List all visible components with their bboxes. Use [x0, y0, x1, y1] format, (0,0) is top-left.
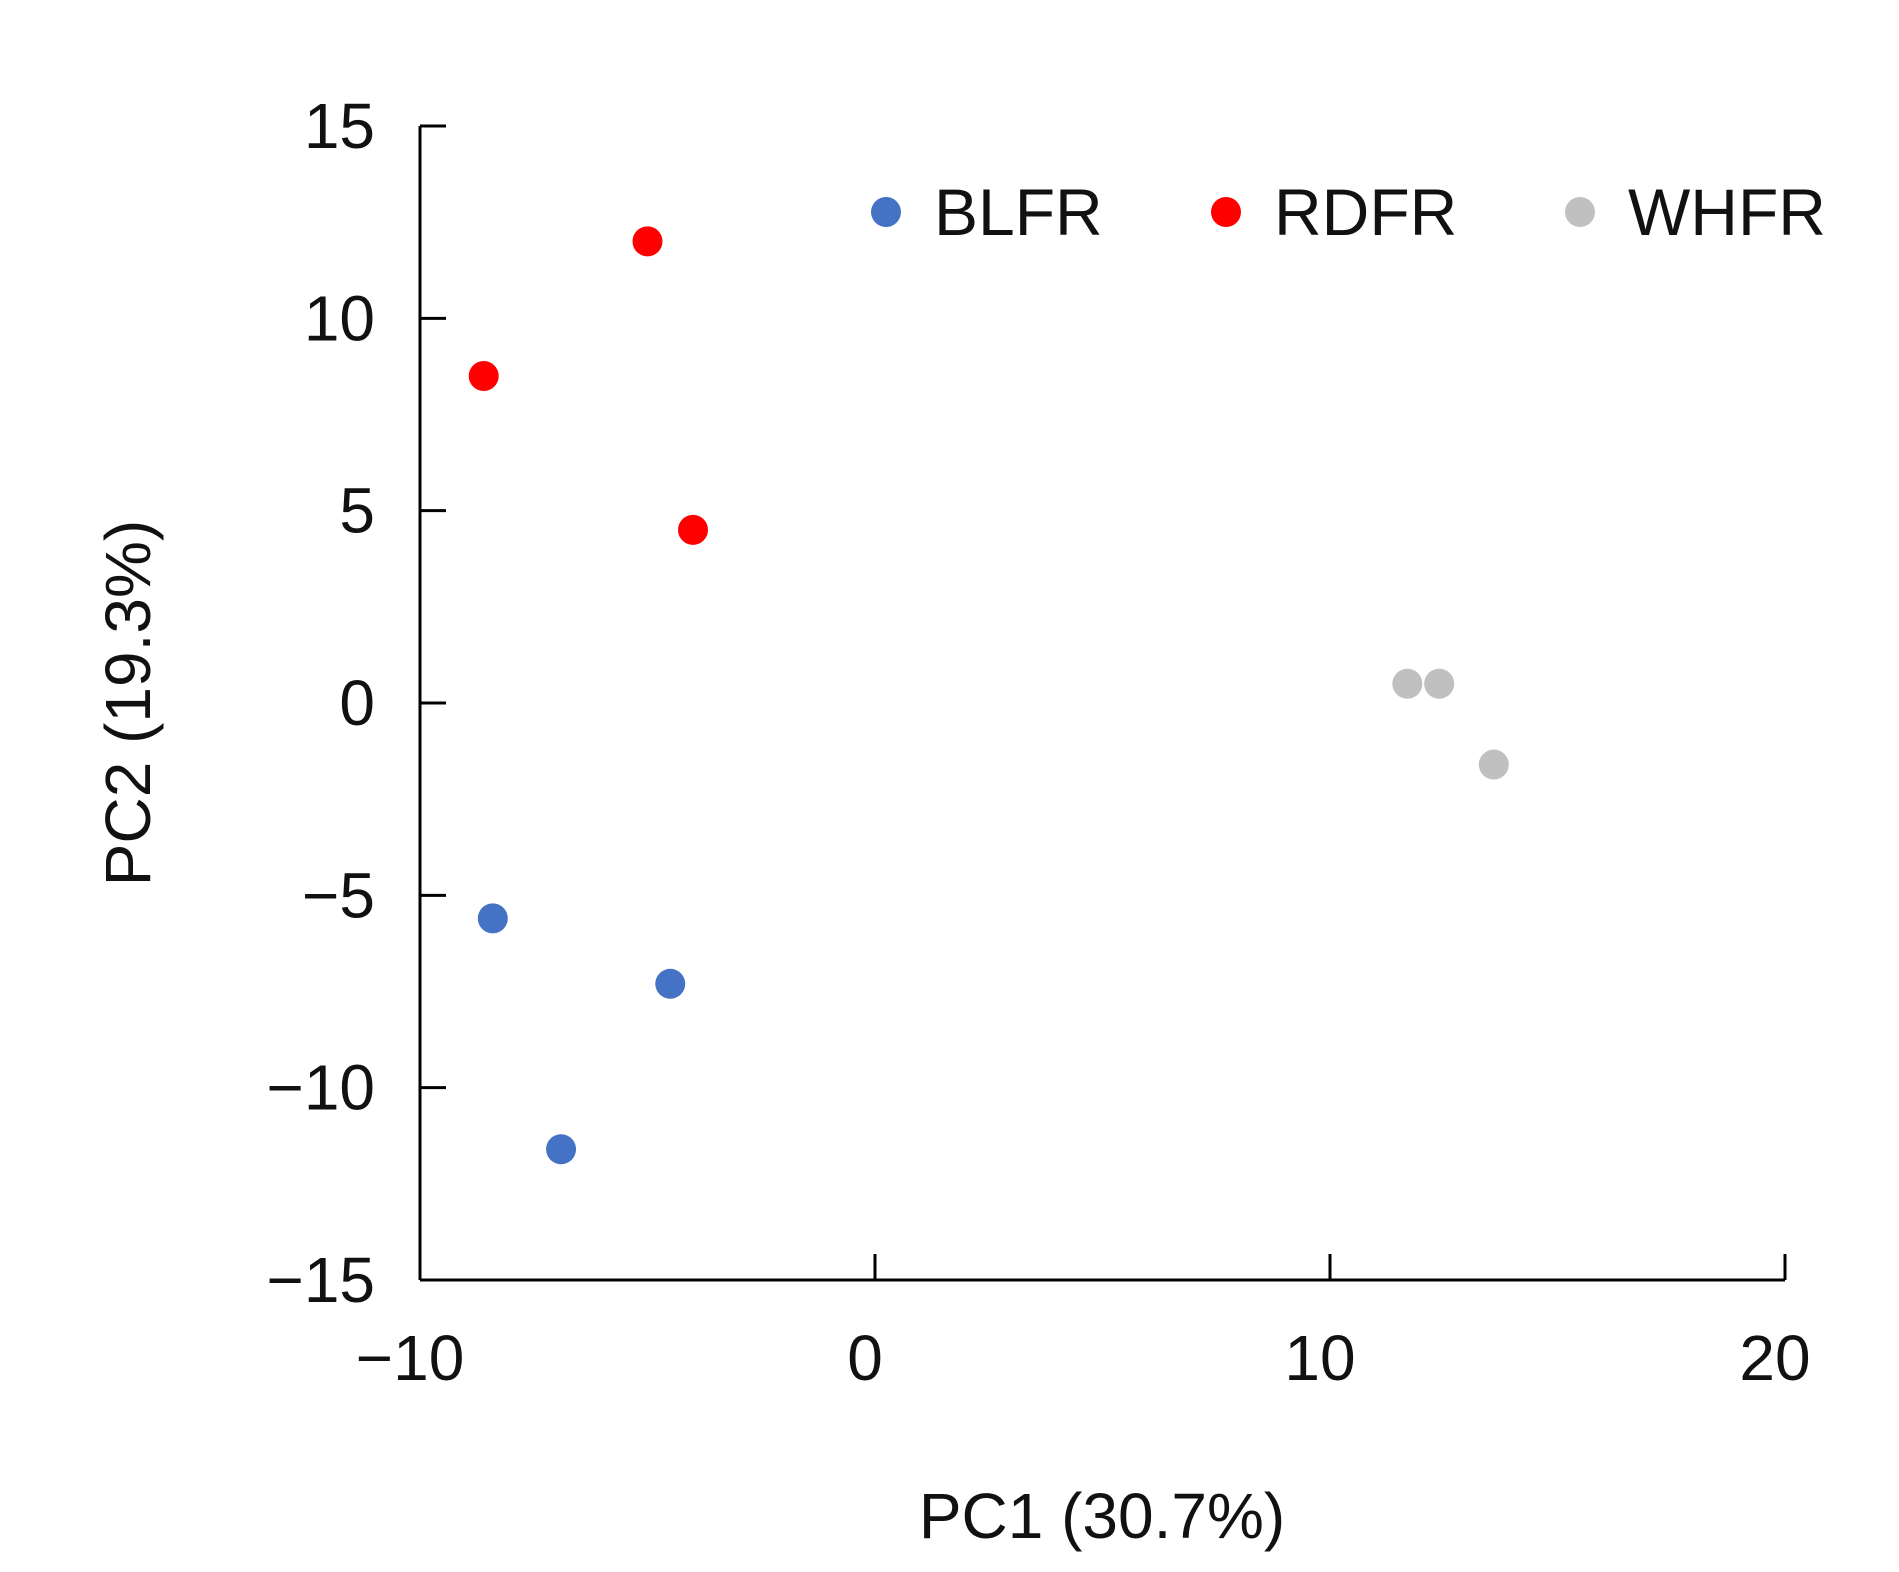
point-whfr	[1424, 668, 1455, 699]
point-rdfr	[678, 514, 708, 545]
y-tick-label: −15	[266, 1244, 375, 1316]
point-blfr	[546, 1134, 577, 1165]
x-tick-label: −10	[356, 1322, 465, 1394]
point-rdfr	[468, 361, 499, 392]
y-tick-label: 0	[339, 667, 375, 739]
legend-label-blfr: BLFR	[934, 175, 1103, 249]
axes	[418, 126, 1785, 1282]
data-points	[468, 226, 1509, 1165]
x-axis-title: PC1 (30.7%)	[919, 1480, 1285, 1552]
y-tick-label: 15	[304, 90, 375, 162]
y-axis-title: PC2 (19.3%)	[92, 520, 164, 886]
legend-marker-rdfr	[1211, 197, 1241, 227]
legend: BLFR RDFR WHFR	[871, 175, 1826, 249]
legend-label-whfr: WHFR	[1628, 175, 1826, 249]
x-tick-label: 10	[1284, 1322, 1355, 1394]
x-ticks: −10 0 10 20	[356, 1254, 1811, 1394]
y-tick-label: 5	[339, 475, 375, 547]
x-tick-label: 20	[1739, 1322, 1810, 1394]
y-tick-label: −5	[302, 859, 375, 931]
point-whfr	[1392, 668, 1423, 699]
y-ticks: 15 10 5 0 −5 −10 −15	[266, 90, 446, 1316]
y-tick-label: −10	[266, 1052, 375, 1124]
point-rdfr	[632, 226, 663, 257]
x-tick-label: 0	[847, 1322, 883, 1394]
legend-marker-whfr	[1565, 197, 1595, 227]
point-blfr	[477, 903, 508, 934]
point-blfr	[655, 968, 686, 999]
point-whfr	[1478, 749, 1509, 780]
legend-label-rdfr: RDFR	[1274, 175, 1457, 249]
legend-marker-blfr	[871, 197, 901, 227]
y-tick-label: 10	[304, 282, 375, 354]
